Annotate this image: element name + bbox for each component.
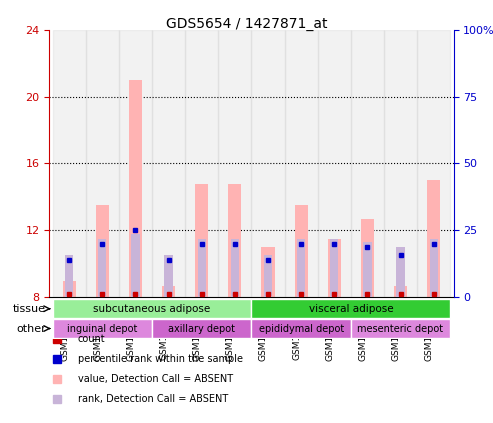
Bar — [86, 30, 119, 297]
FancyBboxPatch shape — [251, 299, 450, 318]
Bar — [427, 180, 440, 297]
Bar — [218, 30, 251, 297]
FancyBboxPatch shape — [152, 319, 251, 338]
Bar — [53, 30, 86, 297]
Bar — [384, 30, 417, 297]
Bar — [351, 30, 384, 297]
Bar — [131, 234, 140, 297]
Bar — [218, 30, 251, 297]
FancyBboxPatch shape — [351, 319, 450, 338]
Text: percentile rank within the sample: percentile rank within the sample — [77, 354, 243, 364]
Bar — [152, 30, 185, 297]
Bar — [396, 247, 405, 297]
Bar — [119, 30, 152, 297]
Bar — [351, 30, 384, 297]
Text: mesenteric depot: mesenteric depot — [357, 324, 444, 333]
Bar — [86, 30, 119, 297]
Bar — [264, 255, 272, 297]
Bar — [185, 30, 218, 297]
Text: visceral adipose: visceral adipose — [309, 304, 393, 314]
Text: count: count — [77, 334, 105, 344]
Bar — [361, 219, 374, 297]
Bar — [53, 30, 86, 297]
Text: axillary depot: axillary depot — [168, 324, 235, 333]
Bar — [284, 30, 317, 297]
FancyBboxPatch shape — [251, 319, 351, 338]
Bar — [231, 239, 239, 297]
Bar — [152, 30, 185, 297]
Bar — [330, 239, 338, 297]
Text: rank, Detection Call = ABSENT: rank, Detection Call = ABSENT — [77, 394, 228, 404]
Bar — [65, 255, 73, 297]
Bar — [384, 30, 417, 297]
FancyBboxPatch shape — [53, 319, 152, 338]
Bar — [417, 30, 450, 297]
Bar — [96, 205, 109, 297]
Bar — [63, 280, 76, 297]
Bar — [129, 80, 142, 297]
Text: inguinal depot: inguinal depot — [67, 324, 138, 333]
Bar — [317, 30, 351, 297]
Text: epididymal depot: epididymal depot — [258, 324, 344, 333]
FancyBboxPatch shape — [53, 299, 251, 318]
Bar — [162, 286, 175, 297]
Bar — [165, 255, 173, 297]
Bar — [297, 239, 305, 297]
Bar — [363, 242, 372, 297]
Text: GDS5654 / 1427871_at: GDS5654 / 1427871_at — [166, 17, 327, 31]
Bar — [98, 239, 106, 297]
Bar — [417, 30, 450, 297]
Bar — [317, 30, 351, 297]
Bar — [228, 184, 242, 297]
Bar — [185, 30, 218, 297]
Bar — [394, 286, 407, 297]
Bar — [195, 184, 209, 297]
Bar — [251, 30, 284, 297]
Text: tissue: tissue — [13, 304, 46, 314]
Bar — [119, 30, 152, 297]
Bar — [284, 30, 317, 297]
Text: other: other — [16, 324, 46, 333]
Text: value, Detection Call = ABSENT: value, Detection Call = ABSENT — [77, 374, 233, 384]
Text: subcutaneous adipose: subcutaneous adipose — [93, 304, 211, 314]
Bar — [198, 239, 206, 297]
Bar — [294, 205, 308, 297]
Bar — [251, 30, 284, 297]
Bar — [429, 239, 438, 297]
Bar — [261, 247, 275, 297]
Bar — [328, 239, 341, 297]
